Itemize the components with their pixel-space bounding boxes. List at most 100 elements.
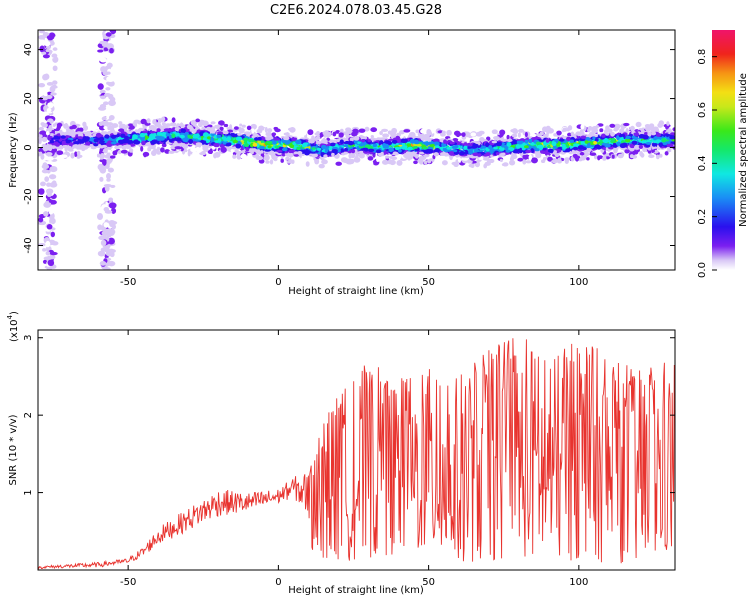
spectral-ridge: [443, 139, 447, 144]
spectral-ridge: [495, 152, 500, 156]
spectral-halo: [104, 154, 111, 159]
spectral-ridge: [289, 149, 295, 153]
colorbar-gradient: [712, 30, 735, 270]
spectral-ridge: [401, 139, 407, 143]
spectral-halo: [655, 154, 660, 160]
noise-band-blob: [38, 34, 46, 40]
spectral-ridge: [498, 146, 505, 151]
noise-band-blob: [42, 66, 51, 71]
spectrogram-ticks: -50 0 50 100 -40 -20 0 20 40: [23, 30, 675, 288]
noise-band-blob: [47, 259, 54, 265]
spectral-halo: [146, 118, 151, 124]
noise-band-blob: [45, 156, 54, 161]
spectral-halo: [597, 155, 601, 161]
spectral-halo: [389, 155, 394, 159]
spectral-halo: [124, 126, 128, 132]
noise-band-blob: [102, 159, 107, 166]
spectral-ridge: [326, 152, 333, 156]
spectral-halo: [102, 148, 108, 154]
spectrogram-x-tick-label: 50: [422, 277, 435, 288]
spectral-ridge: [248, 138, 253, 143]
spectral-ridge: [210, 129, 216, 134]
spectral-ridge: [367, 145, 372, 150]
spectral-ridge: [585, 134, 592, 138]
spectral-ridge: [142, 130, 148, 134]
spectral-ridge: [666, 140, 671, 145]
snr-x-label: Height of straight line (km): [288, 585, 424, 596]
noise-band-blob: [49, 166, 58, 173]
spectral-ridge: [316, 147, 322, 151]
spectral-ridge: [661, 137, 667, 143]
spectrogram-heatmap: [38, 30, 675, 270]
spectral-ridge: [351, 148, 356, 154]
spectral-ridge: [382, 144, 390, 149]
spectral-ridge: [219, 143, 225, 149]
noise-band-blob: [97, 250, 106, 257]
spectral-ridge: [110, 141, 117, 145]
spectral-ridge: [283, 136, 290, 141]
spectral-ridge: [267, 145, 272, 149]
noise-band-blob: [106, 75, 115, 83]
spectral-halo: [358, 128, 366, 133]
spectral-ridge: [372, 143, 378, 148]
spectral-ridge: [71, 133, 76, 138]
spectral-halo: [232, 154, 237, 159]
spectral-ridge: [202, 132, 210, 138]
snr-y-multiplier-close: ): [9, 311, 20, 315]
colorbar-tick-label: 0.8: [697, 49, 708, 65]
spectral-halo: [491, 129, 498, 135]
spectral-halo: [236, 153, 240, 160]
spectral-halo: [271, 132, 277, 137]
spectral-ridge: [572, 146, 579, 151]
noise-band-blob: [43, 73, 50, 80]
spectral-ridge: [217, 131, 223, 135]
spectral-ridge: [295, 139, 302, 145]
spectral-ridge: [645, 144, 651, 148]
noise-band-blob: [106, 43, 115, 50]
noise-band-blob: [45, 94, 53, 99]
spectral-ridge: [149, 130, 156, 134]
spectral-halo: [426, 131, 433, 136]
spectral-ridge: [308, 138, 315, 144]
colorbar-ticks: 0.0 0.2 0.4 0.6 0.8: [697, 49, 717, 278]
spectral-ridge: [133, 135, 138, 139]
spectral-halo: [82, 121, 87, 127]
noise-band-blob: [96, 213, 104, 220]
colorbar-tick-label: 0.0: [697, 262, 708, 278]
noise-band-blob: [99, 260, 107, 266]
noise-band-blob: [99, 176, 104, 182]
spectral-halo: [99, 147, 103, 153]
spectrogram-frame: [37, 29, 676, 271]
spectral-ridge: [195, 142, 203, 146]
spectral-ridge: [367, 138, 372, 143]
spectral-ridge: [104, 134, 110, 139]
spectral-halo: [198, 121, 203, 128]
spectral-ridge: [518, 149, 523, 154]
spectral-ridge: [518, 144, 525, 148]
noise-band-blob: [108, 93, 114, 100]
spectral-ridge: [184, 137, 189, 143]
spectral-ridge: [97, 137, 104, 141]
spectral-ridge: [561, 143, 566, 148]
spectral-ridge: [505, 149, 511, 153]
spectral-halo: [579, 151, 585, 156]
spectral-halo: [209, 148, 213, 155]
noise-band-blob: [47, 102, 54, 109]
spectral-halo: [379, 131, 383, 135]
spectral-halo: [361, 136, 368, 140]
spectral-ridge: [446, 146, 452, 150]
spectrogram-x-tick-label: -50: [120, 277, 136, 288]
spectral-halo: [118, 124, 126, 129]
spectral-ridge: [466, 154, 472, 158]
spectral-halo: [183, 148, 188, 153]
spectral-ridge: [477, 153, 482, 157]
noise-band-blob: [44, 40, 51, 47]
spectral-ridge: [85, 145, 90, 149]
noise-band-blob: [52, 47, 58, 51]
noise-band-blob: [105, 87, 111, 91]
spectral-ridge: [669, 135, 675, 140]
spectral-ridge: [638, 144, 644, 149]
noise-band-blob: [45, 45, 52, 50]
spectral-ridge: [406, 143, 411, 147]
spectral-ridge: [235, 136, 243, 141]
